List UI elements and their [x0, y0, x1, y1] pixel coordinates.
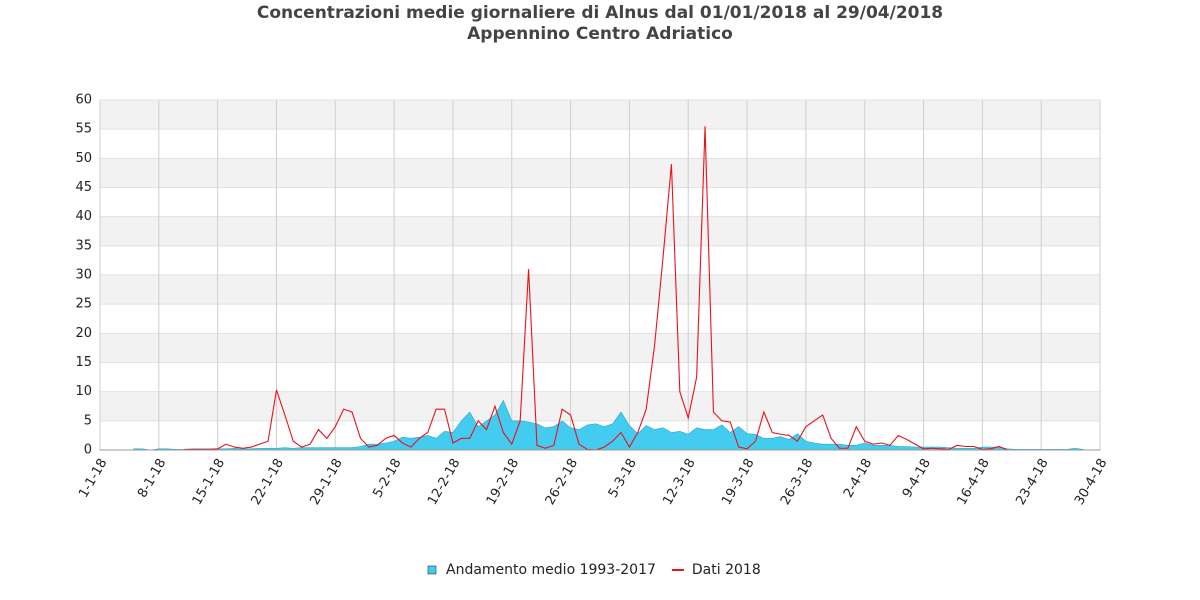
y-tick-label: 25: [75, 297, 92, 312]
x-tick-label: 26-3-18: [778, 456, 816, 507]
x-tick-label: 16-4-18: [954, 456, 992, 507]
x-tick-label: 19-3-18: [719, 456, 757, 507]
y-tick-label: 20: [75, 326, 92, 341]
x-tick-label: 12-3-18: [660, 456, 698, 507]
y-tick-label: 10: [75, 384, 92, 399]
y-tick-label: 35: [75, 238, 92, 253]
x-tick-label: 1-1-18: [76, 456, 110, 500]
x-tick-label: 26-2-18: [543, 456, 581, 507]
y-tick-label: 5: [84, 413, 92, 428]
y-tick-label: 55: [75, 122, 92, 137]
x-tick-label: 8-1-18: [135, 456, 169, 500]
x-tick-label: 23-4-18: [1013, 456, 1051, 507]
y-tick-label: 60: [75, 93, 92, 108]
x-tick-label: 2-4-18: [841, 456, 875, 500]
x-tick-label: 22-1-18: [249, 456, 287, 507]
grid-band: [100, 158, 1100, 188]
legend-swatch: [427, 565, 437, 575]
grid-band: [100, 391, 1100, 421]
x-tick-label: 5-3-18: [606, 456, 640, 500]
y-tick-label: 15: [75, 355, 92, 370]
x-tick-label: 5-2-18: [370, 456, 404, 500]
grid-band: [100, 100, 1100, 130]
x-tick-label: 29-1-18: [307, 456, 345, 507]
y-tick-label: 0: [84, 443, 92, 458]
x-tick-label: 9-4-18: [900, 456, 934, 500]
grid-band: [100, 216, 1100, 246]
chart-title: Concentrazioni medie giornaliere di Alnu…: [257, 3, 943, 23]
x-tick-label: 30-4-18: [1072, 456, 1110, 507]
x-tick-label: 19-2-18: [484, 456, 522, 507]
grid-band: [100, 275, 1100, 305]
legend-label: Dati 2018: [692, 562, 761, 578]
area: [133, 399, 1084, 451]
y-tick-label: 50: [75, 151, 92, 166]
y-tick-label: 45: [75, 180, 92, 195]
grid-band: [100, 333, 1100, 363]
chart-subtitle: Appennino Centro Adriatico: [467, 24, 733, 44]
x-tick-label: 15-1-18: [190, 456, 228, 507]
x-tick-label: 12-2-18: [425, 456, 463, 507]
y-tick-label: 40: [75, 209, 92, 224]
legend-label: Andamento medio 1993-2017: [446, 562, 656, 578]
y-tick-label: 30: [75, 268, 92, 283]
